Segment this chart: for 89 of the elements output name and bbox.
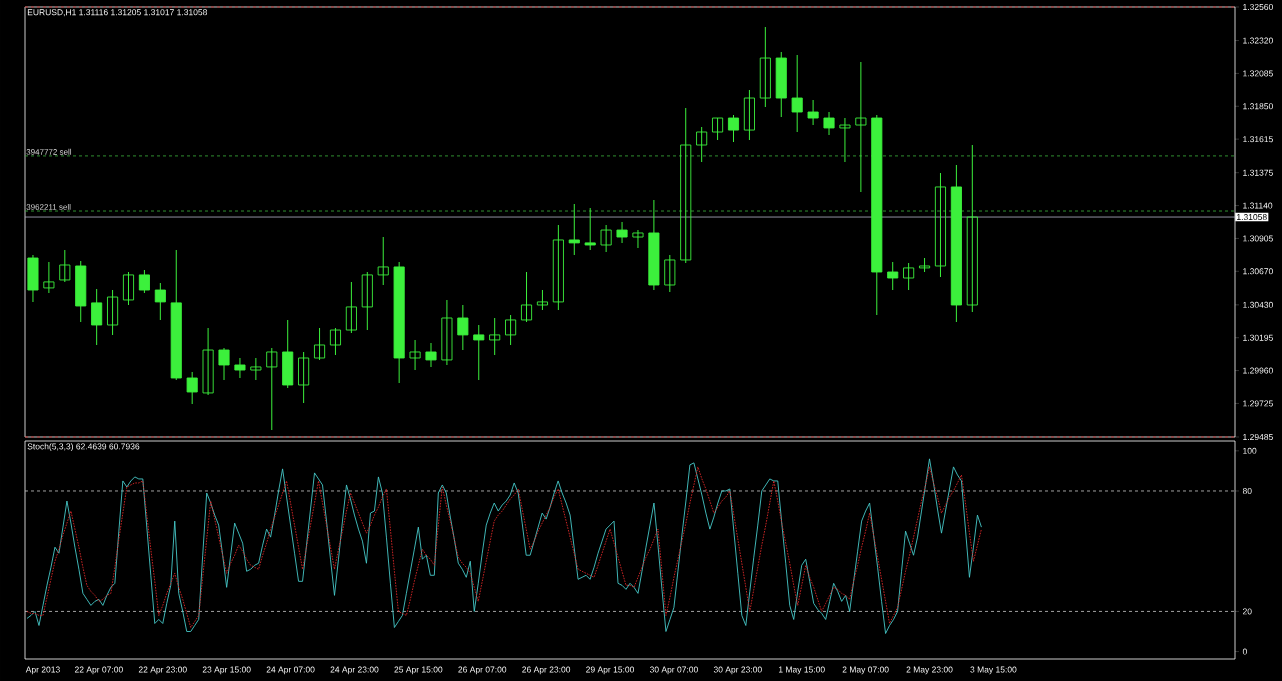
y-tick-label: 1.30670 xyxy=(1243,268,1273,275)
y-tick-label: 1.32085 xyxy=(1243,70,1273,77)
candlestick xyxy=(409,339,421,371)
y-tick-label: 1.32320 xyxy=(1243,37,1273,44)
candlestick xyxy=(584,207,596,251)
y-tick-label: 1.30195 xyxy=(1243,334,1273,341)
x-tick-label: 23 Apr 15:00 xyxy=(202,666,251,675)
y-tick-label: 80 xyxy=(1242,487,1252,494)
candlestick xyxy=(823,111,835,136)
candlestick xyxy=(266,347,278,431)
candlestick xyxy=(680,107,692,264)
candlestick xyxy=(807,99,819,126)
y-tick-label: 0 xyxy=(1242,648,1247,655)
candlestick xyxy=(632,229,644,249)
ref-line-label: 1.31058 xyxy=(1237,214,1267,221)
candlestick xyxy=(298,351,310,404)
candlestick xyxy=(202,327,214,396)
candlestick xyxy=(138,269,150,294)
y-tick-label: 1.31850 xyxy=(1243,103,1273,110)
candlestick xyxy=(345,281,357,334)
y-tick-label: 1.31375 xyxy=(1243,169,1273,176)
x-tick-label: 3 May 15:00 xyxy=(970,666,1017,675)
candlestick xyxy=(505,314,517,346)
y-tick-label: 1.32560 xyxy=(1243,3,1273,10)
y-tick-label: 1.29960 xyxy=(1243,367,1273,374)
candlestick xyxy=(743,89,755,141)
candlestick xyxy=(377,236,389,286)
candlestick xyxy=(473,324,485,381)
candlestick xyxy=(250,357,262,381)
candlestick xyxy=(855,61,867,193)
candlestick xyxy=(361,271,373,331)
candlestick xyxy=(712,117,724,141)
x-tick-label: 30 Apr 07:00 xyxy=(649,666,698,675)
x-tick-label: 24 Apr 23:00 xyxy=(330,666,379,675)
candlestick xyxy=(457,304,469,351)
candlestick xyxy=(552,224,564,311)
candlestick xyxy=(664,254,676,293)
ref-line-label: 3947772 sell xyxy=(26,148,72,155)
x-tick-label: 2 May 23:00 xyxy=(906,666,953,675)
candlestick xyxy=(91,288,103,346)
candlestick xyxy=(329,327,342,356)
candlestick xyxy=(934,172,947,278)
x-tick-label: 30 Apr 23:00 xyxy=(713,666,762,675)
candlestick xyxy=(759,26,771,108)
candlestick xyxy=(218,347,230,381)
candlestick xyxy=(489,317,501,356)
candlestick xyxy=(43,261,55,294)
candlestick xyxy=(122,271,135,306)
chart-title: Stoch(5,3,3) 62.4639 60.7936 xyxy=(27,443,140,452)
candlestick xyxy=(441,299,453,366)
x-tick-label: 26 Apr 07:00 xyxy=(458,666,507,675)
y-tick-label: 1.29725 xyxy=(1243,400,1273,407)
y-tick-label: 1.31140 xyxy=(1243,202,1273,209)
x-tick-label: 29 Apr 15:00 xyxy=(586,666,635,675)
candlestick xyxy=(568,203,580,256)
candlestick xyxy=(520,271,533,323)
ref-line-label: 3962211 sell xyxy=(26,203,71,210)
x-tick-label: 24 Apr 07:00 xyxy=(266,666,315,675)
candlestick xyxy=(59,249,71,283)
candlestick xyxy=(839,117,851,163)
candlestick xyxy=(234,357,246,379)
candlestick xyxy=(616,221,628,244)
x-tick-label: 2 May 07:00 xyxy=(842,666,889,675)
x-tick-label: 22 Apr 23:00 xyxy=(138,666,187,675)
x-tick-label: Apr 2013 xyxy=(25,666,60,675)
candlestick xyxy=(727,114,740,143)
candlestick xyxy=(186,371,198,405)
y-tick-label: 100 xyxy=(1243,447,1257,454)
x-tick-label: 22 Apr 07:00 xyxy=(74,666,123,675)
y-tick-label: 1.29485 xyxy=(1243,434,1273,440)
y-tick-label: 1.30905 xyxy=(1243,235,1273,242)
candlestick xyxy=(536,289,548,311)
x-tick-label: 25 Apr 15:00 xyxy=(394,666,443,675)
x-tick-label: 26 Apr 23:00 xyxy=(522,666,571,675)
candlestick xyxy=(696,126,708,163)
candlestick xyxy=(887,261,899,291)
x-tick-label: 1 May 15:00 xyxy=(778,666,825,675)
candlestick xyxy=(425,342,437,368)
candlestick xyxy=(154,282,166,321)
candlestick xyxy=(600,224,612,253)
chart-title: EURUSD,H1 1.31116 1.31205 1.31017 1.31058 xyxy=(27,9,207,17)
candlestick xyxy=(791,54,803,133)
candlestick xyxy=(966,144,978,313)
y-tick-label: 1.30430 xyxy=(1243,301,1273,308)
y-tick-label: 20 xyxy=(1242,608,1252,615)
y-tick-label: 1.31615 xyxy=(1243,136,1273,143)
candlestick xyxy=(314,327,326,361)
candlestick xyxy=(107,289,119,336)
candlestick xyxy=(903,262,915,291)
